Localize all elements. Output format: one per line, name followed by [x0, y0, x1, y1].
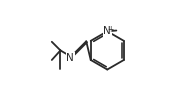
- Text: N: N: [103, 26, 111, 36]
- Text: +: +: [107, 25, 113, 34]
- Text: N: N: [66, 53, 74, 63]
